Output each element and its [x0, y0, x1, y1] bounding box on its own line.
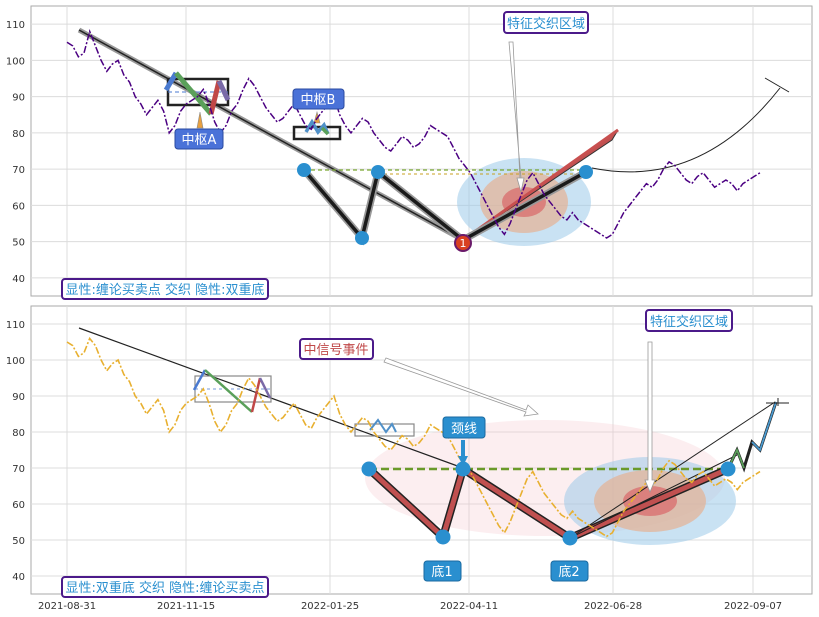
top-curve — [591, 87, 781, 173]
x-tick-label: 2022-04-11 — [440, 601, 498, 612]
top-trend-line-core — [78, 29, 464, 241]
neckline-arrow — [458, 440, 468, 466]
y-tick-label: 110 — [6, 20, 25, 31]
x-tick-label: 2022-09-07 — [724, 601, 782, 612]
top-price-line — [66, 28, 761, 239]
y-tick-label: 70 — [12, 165, 25, 176]
bottom-box-a-purple — [258, 377, 272, 399]
zhongshu-b-callout: 中枢B — [292, 88, 345, 110]
top-buy-point — [454, 234, 472, 252]
bottom-feature-arrow — [644, 341, 656, 494]
bottom-box-b-segments — [369, 418, 397, 434]
bottom-point-2 — [435, 529, 451, 545]
x-tick-label: 2022-01-25 — [301, 601, 359, 612]
bottom-box-a-blue — [192, 369, 207, 391]
zhongshu-a-red — [208, 80, 222, 115]
x-tick-label: 2021-11-15 — [157, 601, 215, 612]
top-red-wedge-line — [462, 128, 619, 242]
bottom-box-a-green — [204, 369, 253, 413]
top-y-axis: 40 50 60 70 80 90 100 110 — [6, 20, 25, 285]
svg-text:显性:缠论买卖点 交织 隐性:双重底: 显性:缠论买卖点 交织 隐性:双重底 — [65, 282, 264, 298]
bottom-wedge-upper — [569, 454, 738, 539]
zhongshu-a-callout: 中枢A — [174, 128, 224, 150]
bottom-wedge-tick — [766, 398, 789, 406]
top-point-5 — [579, 165, 593, 179]
signal-event-callout: 中信号事件 — [299, 338, 374, 360]
y-tick-label: 100 — [6, 356, 25, 367]
bottom-point-5 — [720, 461, 736, 477]
bottom-price-line — [66, 336, 761, 538]
top-feature-arrow — [508, 41, 525, 193]
svg-text:底1: 底1 — [431, 564, 452, 580]
y-tick-label: 50 — [12, 536, 25, 547]
y-tick-label: 110 — [6, 320, 25, 331]
top-buy-point-label: 1 — [460, 237, 467, 250]
top-point-3 — [371, 165, 385, 179]
svg-text:颈线: 颈线 — [451, 422, 477, 437]
bottom-panel-frame — [30, 305, 813, 595]
bottom-legend-box: 显性:双重底 交织 隐性:缠论买卖点 — [61, 576, 269, 598]
top-panel-frame — [30, 5, 813, 297]
bottom2-callout: 底2 — [550, 560, 589, 582]
y-tick-label: 80 — [12, 129, 25, 140]
svg-text:中枢A: 中枢A — [182, 133, 217, 148]
svg-text:底2: 底2 — [558, 564, 579, 580]
top-curve-tick — [764, 77, 790, 93]
x-tick-label: 2022-06-28 — [584, 601, 642, 612]
bottom-y-axis: 40 50 60 70 80 90 100 110 — [6, 320, 25, 583]
zhongshu-b-green — [320, 126, 330, 136]
x-axis: 2021-08-31 2021-11-15 2022-01-25 2022-04-11… — [38, 601, 782, 612]
bottom-point-4 — [562, 530, 578, 546]
svg-text:特征交织区域: 特征交织区域 — [650, 314, 728, 330]
bottom-wedge-lower — [569, 401, 776, 539]
y-tick-label: 50 — [12, 238, 25, 249]
top-grid — [31, 6, 812, 296]
y-tick-label: 70 — [12, 464, 25, 475]
svg-text:特征交织区域: 特征交织区域 — [507, 16, 585, 32]
bottom-feature-callout: 特征交织区域 — [645, 309, 733, 332]
zhongshu-a-purple — [216, 79, 231, 102]
top-point-2 — [355, 231, 369, 245]
bottom-wedge-blue — [751, 401, 777, 452]
svg-text:显性:双重底 交织 隐性:缠论买卖点: 显性:双重底 交织 隐性:缠论买卖点 — [65, 580, 264, 596]
y-tick-label: 90 — [12, 392, 25, 403]
neckline-callout: 颈线 — [442, 416, 486, 439]
y-tick-label: 90 — [12, 93, 25, 104]
zhongshu-a-arrow — [196, 111, 204, 129]
x-tick-label: 2021-08-31 — [38, 601, 96, 612]
y-tick-label: 60 — [12, 500, 25, 511]
y-tick-label: 60 — [12, 201, 25, 212]
bottom-point-3 — [455, 461, 471, 477]
y-tick-label: 40 — [12, 572, 25, 583]
bottom-box-b — [354, 423, 415, 437]
bottom-box-a-red — [250, 377, 262, 413]
y-tick-label: 100 — [6, 56, 25, 67]
zhongshu-b-segments — [304, 118, 330, 135]
svg-text:中信号事件: 中信号事件 — [303, 343, 368, 358]
zhongshu-a-green — [174, 71, 213, 116]
top-feature-callout: 特征交织区域 — [503, 11, 589, 34]
svg-text:中枢B: 中枢B — [301, 93, 336, 108]
y-tick-label: 80 — [12, 428, 25, 439]
y-tick-label: 40 — [12, 274, 25, 285]
bottom-point-1 — [361, 461, 377, 477]
top-point-1 — [297, 163, 311, 177]
top-legend-box: 显性:缠论买卖点 交织 隐性:双重底 — [61, 278, 269, 300]
zhongshu-a-segments — [163, 71, 179, 92]
bottom1-callout: 底1 — [423, 560, 462, 582]
signal-event-arrow — [383, 357, 539, 417]
